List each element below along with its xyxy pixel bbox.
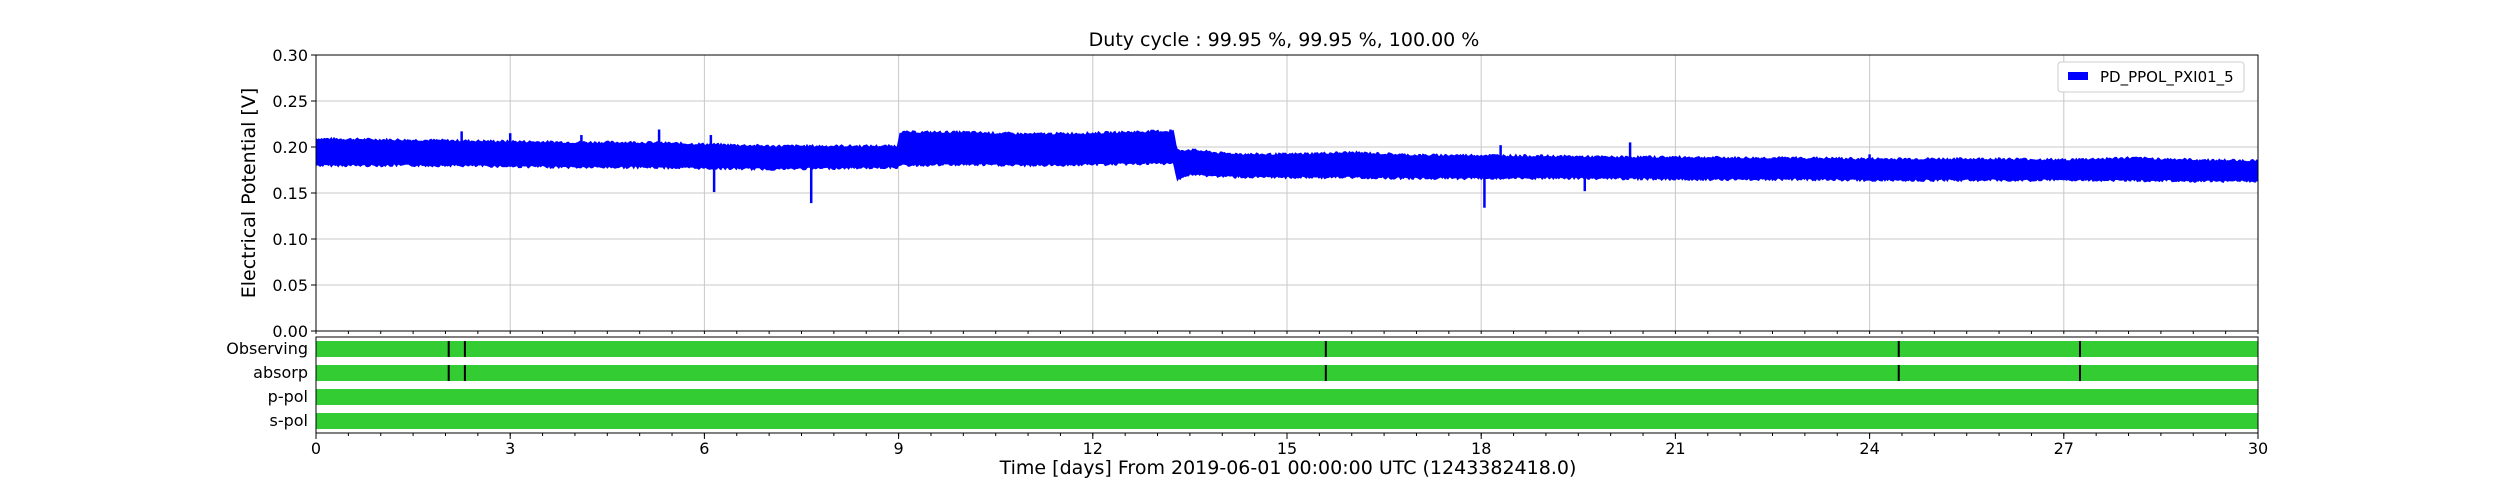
x-tick-label: 3 — [505, 439, 515, 458]
y-axis-label: Electrical Potential [V] — [238, 88, 260, 298]
y-tick-label: 0.20 — [272, 138, 308, 157]
segment-bar — [316, 413, 2258, 429]
segment-label: absorp — [253, 363, 308, 382]
segment-label: Observing — [226, 339, 308, 358]
segment-bar — [316, 341, 2258, 357]
y-tick-label: 0.00 — [272, 322, 308, 341]
x-axis-label: Time [days] From 2019-06-01 00:00:00 UTC… — [999, 457, 1577, 479]
y-tick-label: 0.10 — [272, 230, 308, 249]
x-tick-label: 24 — [1859, 439, 1879, 458]
x-tick-label: 12 — [1083, 439, 1103, 458]
segment-label: s-pol — [270, 411, 309, 430]
x-tick-label: 15 — [1277, 439, 1297, 458]
legend-label: PD_PPOL_PXI01_5 — [2100, 68, 2234, 87]
x-tick-label: 18 — [1471, 439, 1491, 458]
y-tick-label: 0.25 — [272, 92, 308, 111]
x-tick-label: 27 — [2054, 439, 2074, 458]
legend-box — [2057, 61, 2245, 93]
legend: PD_PPOL_PXI01_5 — [2057, 61, 2245, 93]
main-plot: 0.00 0.05 0.10 0.15 0.20 0.25 0.30 Electrical … — [238, 46, 2259, 341]
segment-label: p-pol — [268, 387, 308, 406]
y-tick-label: 0.30 — [272, 46, 308, 65]
x-tick-label: 0 — [311, 439, 321, 458]
series-spikes — [460, 129, 1871, 208]
legend-swatch — [2068, 72, 2088, 80]
x-tick-label: 6 — [699, 439, 709, 458]
segment-bar — [316, 389, 2258, 405]
y-tick-label: 0.15 — [272, 184, 308, 203]
y-tick-label: 0.05 — [272, 276, 308, 295]
y-ticks: 0.00 0.05 0.10 0.15 0.20 0.25 0.30 — [272, 46, 316, 341]
x-tick-label: 9 — [894, 439, 904, 458]
segments-panel: Observing absorp p-pol s-pol — [226, 330, 2259, 434]
segment-bar — [316, 365, 2258, 381]
x-ticks: 0 3 6 9 12 15 18 21 24 27 30 — [311, 331, 2268, 458]
x-tick-label: 21 — [1665, 439, 1685, 458]
x-tick-label: 30 — [2248, 439, 2268, 458]
chart-title: Duty cycle : 99.95 %, 99.95 %, 100.00 % — [1089, 29, 1480, 51]
